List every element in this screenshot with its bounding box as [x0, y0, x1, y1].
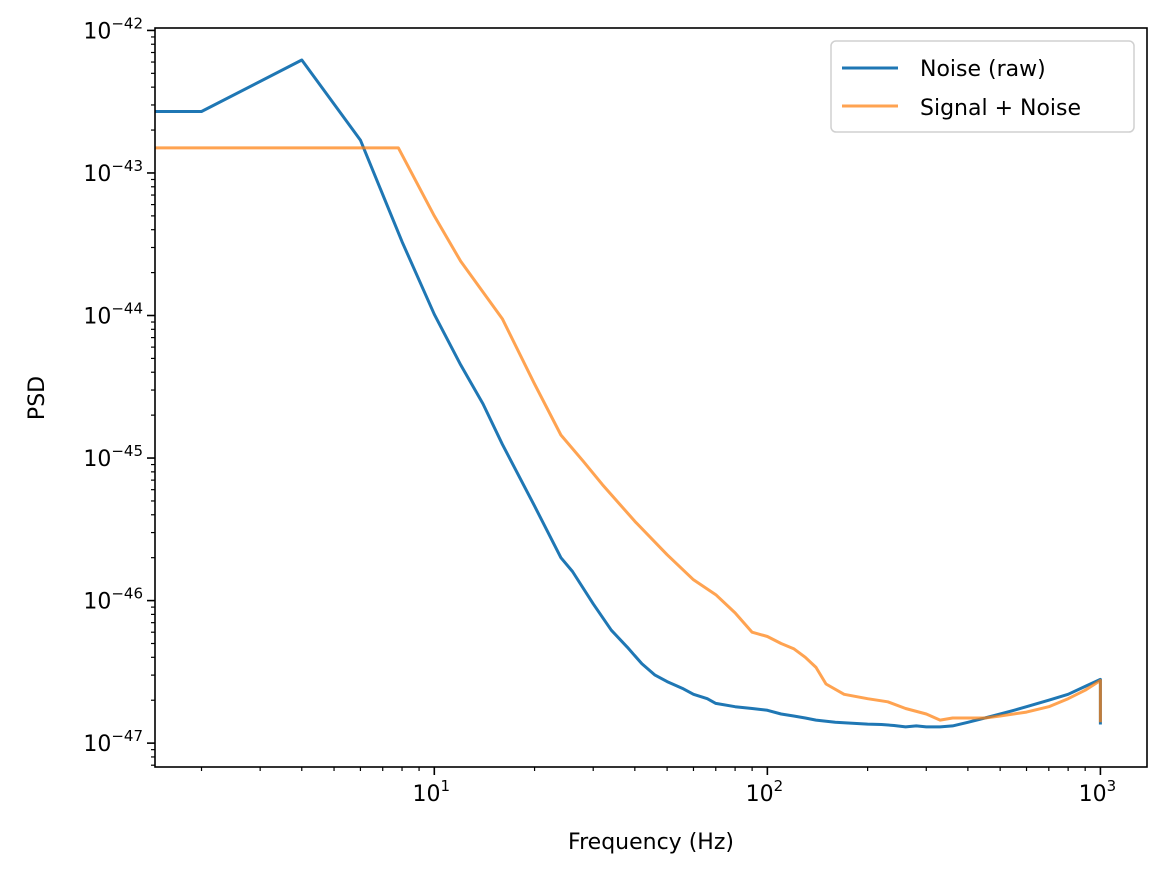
x-tick-label: 101: [413, 777, 451, 807]
y-tick-label: 10−44: [83, 300, 143, 330]
plot-frame: [154, 27, 1148, 768]
legend-label-signal-noise: Signal + Noise: [920, 96, 1081, 121]
x-tick-label: 102: [746, 777, 784, 807]
axis-ticks: 101 102 103 10−47 10−46 10−45 10−44 10−43 10−42: [83, 14, 1116, 807]
x-tick-label: 103: [1079, 777, 1117, 807]
series-line-0: [155, 58, 1102, 729]
legend-label-noise: Noise (raw): [920, 57, 1046, 82]
x-axis-label: Frequency (Hz): [568, 830, 734, 855]
plot-lines: [155, 58, 1102, 729]
legend: Noise (raw) Signal + Noise: [830, 40, 1135, 133]
y-tick-label: 10−42: [83, 14, 143, 44]
y-tick-label: 10−47: [83, 727, 143, 757]
series-line-1: [155, 146, 1102, 723]
y-tick-label: 10−46: [83, 585, 143, 615]
y-axis-label: PSD: [25, 376, 50, 420]
y-tick-label: 10−43: [83, 157, 143, 187]
y-tick-label: 10−45: [83, 442, 143, 472]
legend-box: [830, 40, 1135, 133]
